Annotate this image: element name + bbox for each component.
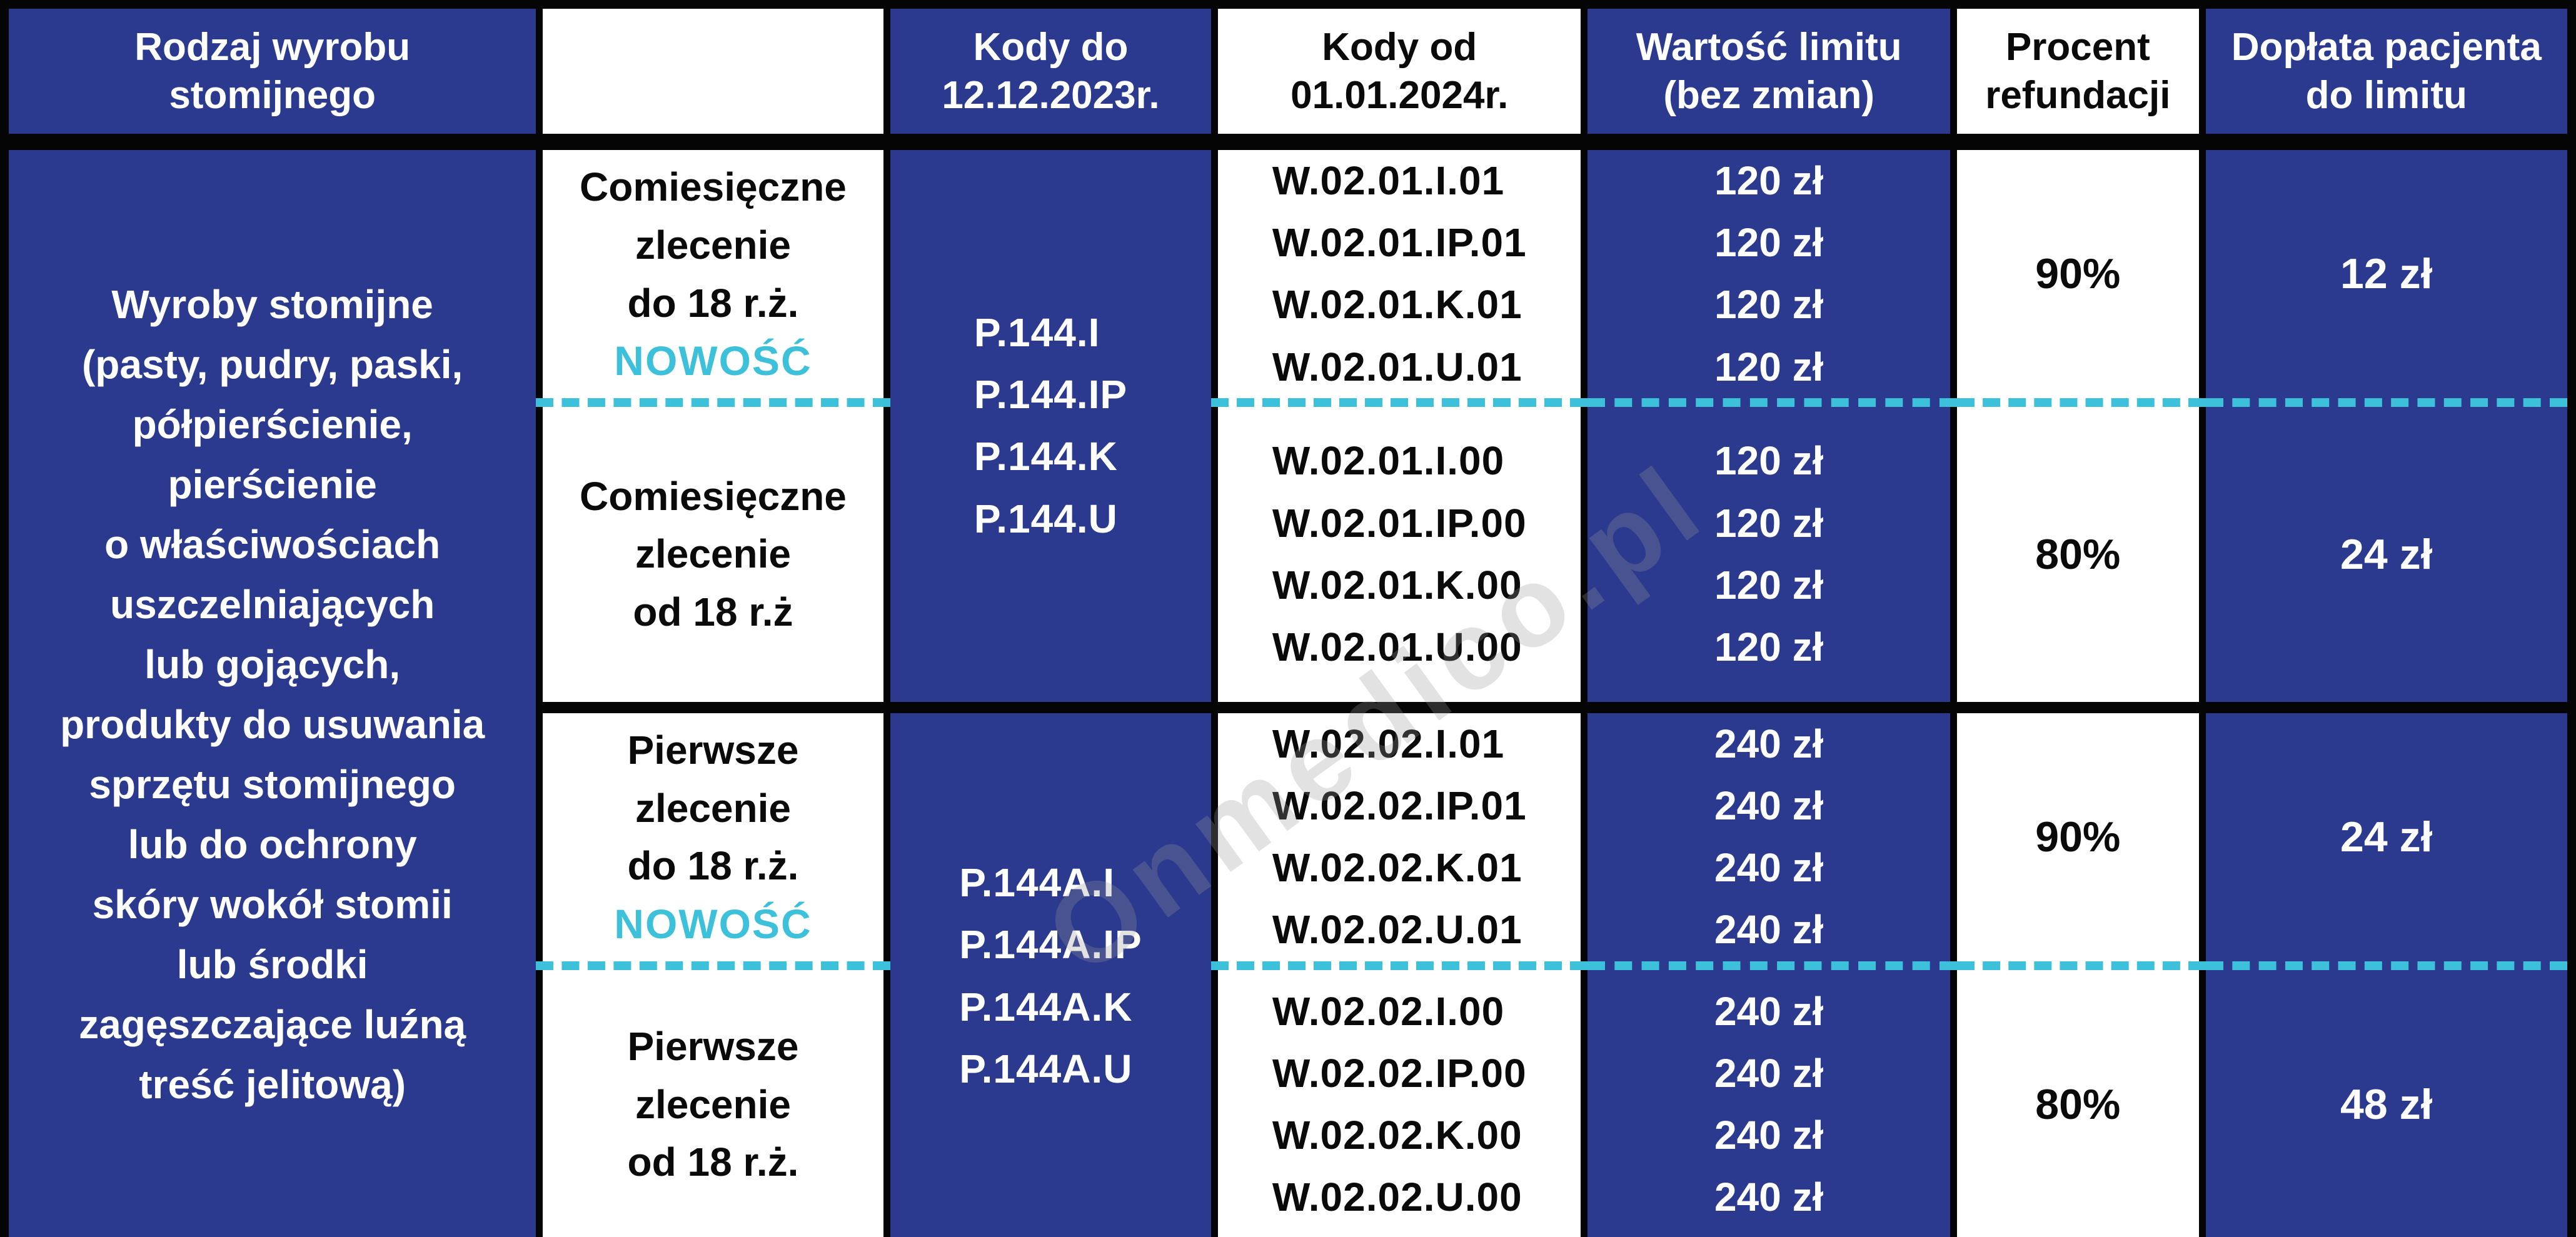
refund-percent-value: 90%: [2035, 813, 2121, 861]
patient-copay-cell: 48 zł: [2198, 965, 2575, 1237]
refund-percent-cell: 80%: [1950, 402, 2206, 713]
row-first-under-18: Pierwsze zlecenie do 18 r.ż. NOWOŚĆ P.14…: [4, 707, 2575, 1237]
order-type-text: Comiesięczne zlecenie od 18 r.ż: [580, 473, 847, 635]
new-codes-list: W.02.01.I.01 W.02.01.IP.01 W.02.01.K.01 …: [1272, 158, 1527, 389]
patient-copay-value: 24 zł: [2340, 813, 2433, 861]
limit-values: 240 zł 240 zł 240 zł 240 zł: [1714, 721, 1824, 953]
limit-value-cell: 240 zł 240 zł 240 zł 240 zł: [1581, 707, 1958, 970]
old-codes-cell: P.144A.I P.144A.IP P.144A.K P.144A.U: [883, 707, 1219, 1237]
limit-values: 120 zł 120 zł 120 zł 120 zł: [1714, 438, 1824, 669]
limit-values: 120 zł 120 zł 120 zł 120 zł: [1714, 158, 1824, 389]
new-badge: NOWOŚĆ: [614, 901, 812, 948]
order-type-cell: Comiesięczne zlecenie od 18 r.ż: [536, 402, 890, 713]
row-first-over-18: Pierwsze zlecenie od 18 r.ż. W.02.02.I.0…: [4, 965, 2575, 1237]
header-limit-value: Wartość limitu (bez zmian): [1581, 4, 1958, 150]
limit-value-cell: 240 zł 240 zł 240 zł 240 zł: [1581, 965, 1958, 1237]
patient-copay-value: 48 zł: [2340, 1081, 2433, 1128]
order-type-cell: Comiesięczne zlecenie do 18 r.ż. NOWOŚĆ: [536, 142, 890, 407]
table-header-row: Rodzaj wyrobu stomijnego Kody do 12.12.2…: [1, 4, 2575, 150]
refund-percent-cell: 90%: [1950, 707, 2206, 970]
refund-percent-value: 90%: [2035, 250, 2121, 298]
product-description-text: Wyroby stomijne (pasty, pudry, paski, pó…: [60, 282, 485, 1108]
header-codes-until: Kody do 12.12.2023r.: [883, 4, 1219, 150]
header-codes-from: Kody od 01.01.2024r.: [1211, 4, 1588, 150]
refund-percent-cell: 90%: [1950, 142, 2206, 407]
order-type-text: Comiesięczne zlecenie do 18 r.ż.: [580, 164, 847, 326]
new-codes-list: W.02.02.I.00 W.02.02.IP.00 W.02.02.K.00 …: [1272, 988, 1527, 1220]
new-codes-cell: W.02.02.I.00 W.02.02.IP.00 W.02.02.K.00 …: [1211, 965, 1588, 1237]
patient-copay-cell: 12 zł: [2198, 142, 2575, 407]
old-codes-list: P.144A.I P.144A.IP P.144A.K P.144A.U: [959, 860, 1142, 1091]
header-product-type: Rodzaj wyrobu stomijnego: [1, 4, 543, 150]
limit-value-cell: 120 zł 120 zł 120 zł 120 zł: [1581, 402, 1958, 713]
refund-percent-cell: 80%: [1950, 965, 2206, 1237]
new-codes-list: W.02.02.I.01 W.02.02.IP.01 W.02.02.K.01 …: [1272, 721, 1527, 953]
old-codes-list: P.144.I P.144.IP P.144.K P.144.U: [974, 310, 1128, 541]
patient-copay-cell: 24 zł: [2198, 402, 2575, 713]
order-type-text: Pierwsze zlecenie do 18 r.ż.: [627, 727, 799, 889]
old-codes-cell: P.144.I P.144.IP P.144.K P.144.U: [883, 142, 1219, 713]
row-monthly-over-18: Comiesięczne zlecenie od 18 r.ż W.02.01.…: [4, 402, 2575, 713]
refund-percent-value: 80%: [2035, 1081, 2121, 1128]
header-refund-percent: Procent refundacji: [1950, 4, 2206, 150]
header-order-type: [536, 4, 890, 150]
new-codes-cell: W.02.01.I.01 W.02.01.IP.01 W.02.01.K.01 …: [1211, 142, 1588, 407]
product-description-cell: Wyroby stomijne (pasty, pudry, paski, pó…: [1, 142, 543, 1237]
new-codes-list: W.02.01.I.00 W.02.01.IP.00 W.02.01.K.00 …: [1272, 438, 1527, 669]
new-codes-cell: W.02.02.I.01 W.02.02.IP.01 W.02.02.K.01 …: [1211, 707, 1588, 970]
new-badge: NOWOŚĆ: [614, 338, 812, 384]
refund-percent-value: 80%: [2035, 530, 2121, 578]
limit-values: 240 zł 240 zł 240 zł 240 zł: [1714, 988, 1824, 1220]
new-codes-cell: W.02.01.I.00 W.02.01.IP.00 W.02.01.K.00 …: [1211, 402, 1588, 713]
order-type-cell: Pierwsze zlecenie od 18 r.ż.: [536, 965, 890, 1237]
header-patient-copay: Dopłata pacjenta do limitu: [2198, 4, 2575, 150]
patient-copay-cell: 24 zł: [2198, 707, 2575, 970]
patient-copay-value: 24 zł: [2340, 530, 2433, 578]
row-monthly-under-18: Wyroby stomijne (pasty, pudry, paski, pó…: [1, 142, 2575, 1237]
order-type-text: Pierwsze zlecenie od 18 r.ż.: [627, 1023, 799, 1185]
order-type-cell: Pierwsze zlecenie do 18 r.ż. NOWOŚĆ: [536, 707, 890, 970]
limit-value-cell: 120 zł 120 zł 120 zł 120 zł: [1581, 142, 1958, 407]
patient-copay-value: 12 zł: [2340, 250, 2433, 298]
